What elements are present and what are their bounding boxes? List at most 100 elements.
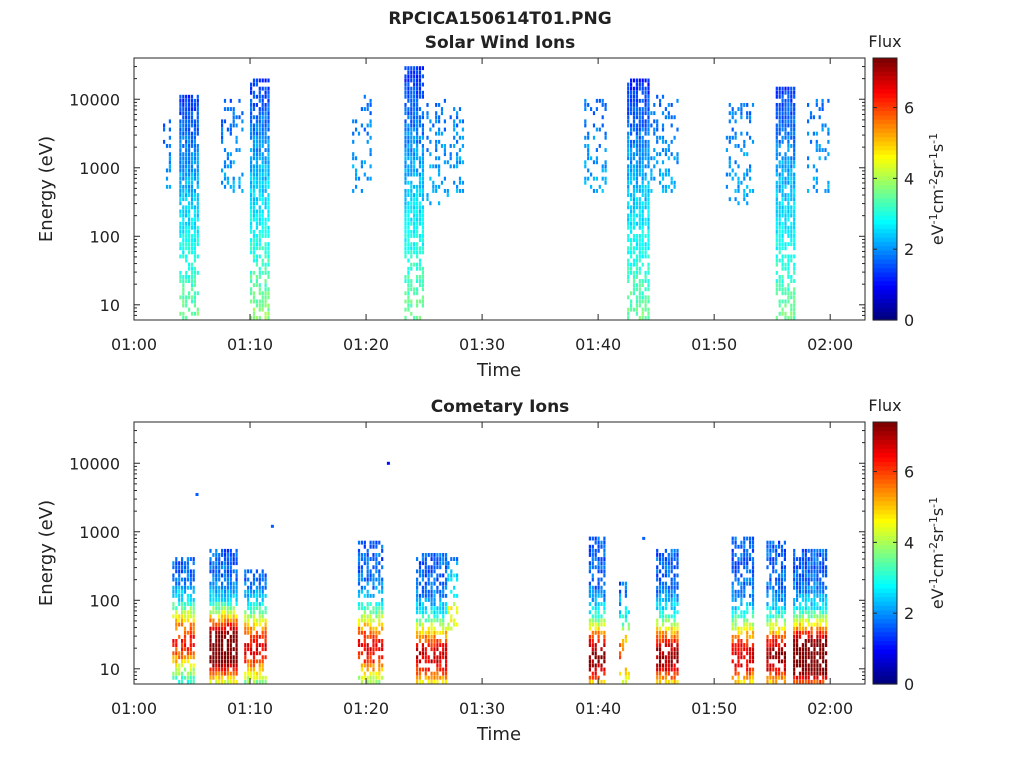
heatmap-cell [638, 225, 641, 230]
heatmap-cell [778, 201, 781, 206]
heatmap-cell [601, 189, 604, 193]
heatmap-cell [587, 152, 590, 157]
heatmap-cell [778, 299, 781, 304]
heatmap-cell [751, 622, 755, 627]
heatmap-cell [410, 119, 413, 124]
heatmap-cell [264, 111, 267, 116]
heatmap-cell [445, 655, 448, 660]
heatmap-cell [659, 553, 662, 557]
heatmap-cell [433, 618, 436, 623]
heatmap-cell [772, 593, 775, 598]
heatmap-cell [644, 299, 647, 304]
panel-solar-wind-ions: Solar Wind Ions 01:00 01:10 01:20 01:30 01:4… [36, 32, 947, 381]
heatmap-cell [780, 651, 784, 656]
colorbar-gradient-step [873, 175, 897, 181]
heatmap-cell [661, 663, 665, 668]
heatmap-cell [410, 144, 413, 148]
heatmap-cell [247, 593, 250, 598]
heatmap-cell [407, 209, 410, 214]
heatmap-cell [781, 225, 784, 230]
heatmap-cell [587, 168, 590, 173]
heatmap-cell [185, 315, 188, 320]
heatmap-cell [250, 287, 253, 292]
heatmap-cell [584, 135, 587, 140]
heatmap-cell [418, 90, 422, 95]
heatmap-cell [815, 168, 818, 173]
heatmap-cell [418, 639, 422, 643]
heatmap-cell [421, 569, 424, 574]
heatmap-cell [737, 659, 740, 664]
heatmap-cell [790, 111, 793, 116]
heatmap-cell [424, 671, 427, 676]
heatmap-cell [196, 98, 199, 103]
heatmap-cell [627, 671, 630, 676]
heatmap-cell [787, 94, 790, 99]
heatmap-cell [366, 602, 369, 606]
colorbar-title: Flux [868, 32, 901, 51]
heatmap-cell [182, 291, 185, 296]
heatmap-cell [825, 671, 828, 676]
heatmap-cell [413, 184, 416, 189]
heatmap-cell [418, 189, 422, 193]
heatmap-cell [641, 139, 644, 144]
heatmap-cell [185, 156, 188, 161]
heatmap-cell [255, 201, 258, 206]
heatmap-cell [183, 561, 187, 566]
heatmap-cell [780, 626, 784, 631]
heatmap-cell [264, 115, 267, 120]
heatmap-cell [787, 168, 790, 173]
heatmap-cell [740, 540, 743, 545]
heatmap-cell [641, 291, 644, 296]
heatmap-cell [178, 618, 181, 623]
heatmap-cell [190, 164, 194, 169]
heatmap-cell [439, 618, 442, 623]
heatmap-cell [790, 160, 793, 165]
colorbar-gradient-step [873, 640, 897, 646]
heatmap-cell [212, 647, 215, 652]
heatmap-cell [641, 283, 644, 288]
heatmap-cell [182, 107, 185, 111]
heatmap-cell [418, 602, 422, 606]
heatmap-cell [252, 295, 256, 300]
heatmap-cell [372, 630, 375, 635]
heatmap-cell [404, 221, 407, 226]
heatmap-cell [775, 123, 778, 128]
heatmap-cell [357, 626, 361, 631]
heatmap-cell [436, 589, 439, 594]
heatmap-cell [430, 671, 433, 676]
heatmap-cell [424, 667, 427, 672]
colorbar-gradient-step [873, 132, 897, 138]
heatmap-cell [813, 679, 816, 684]
heatmap-cell [196, 156, 199, 161]
heatmap-cell [250, 242, 253, 247]
heatmap-cell [252, 589, 256, 594]
heatmap-cell [584, 176, 587, 181]
heatmap-cell [421, 275, 424, 279]
heatmap-cell [418, 201, 422, 206]
heatmap-cell [781, 238, 784, 242]
heatmap-cell [813, 553, 816, 557]
heatmap-cell [641, 225, 644, 230]
heatmap-cell [185, 299, 188, 304]
heatmap-cell [790, 307, 793, 312]
heatmap-cell [267, 275, 270, 279]
heatmap-cell [781, 156, 784, 161]
heatmap-cell [627, 315, 630, 320]
heatmap-cell [433, 630, 436, 635]
heatmap-cell [619, 614, 622, 619]
heatmap-cell [783, 634, 786, 639]
heatmap-cell [221, 626, 224, 631]
heatmap-cell [421, 131, 424, 136]
heatmap-cell [407, 303, 410, 308]
heatmap-cell [404, 234, 407, 238]
heatmap-cell [421, 176, 424, 181]
heatmap-cell [258, 663, 261, 668]
heatmap-cell [458, 107, 462, 111]
heatmap-cell [226, 127, 229, 132]
heatmap-cell [801, 581, 804, 586]
heatmap-cell [630, 180, 633, 185]
heatmap-cell [667, 643, 670, 647]
heatmap-cell [734, 651, 737, 656]
heatmap-cell [421, 557, 424, 561]
heatmap-cell [673, 585, 676, 590]
